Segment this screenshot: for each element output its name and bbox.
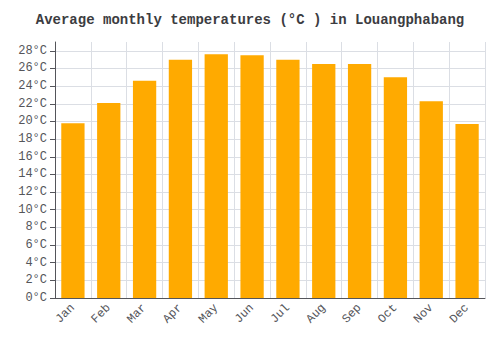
- svg-text:Apr: Apr: [160, 301, 185, 326]
- svg-text:12°C: 12°C: [18, 185, 47, 199]
- svg-text:18°C: 18°C: [18, 132, 47, 146]
- svg-text:14°C: 14°C: [18, 167, 47, 181]
- svg-text:Jul: Jul: [268, 301, 293, 326]
- svg-text:16°C: 16°C: [18, 150, 47, 164]
- svg-text:Aug: Aug: [304, 301, 329, 326]
- svg-text:6°C: 6°C: [25, 238, 47, 252]
- svg-text:2°C: 2°C: [25, 273, 47, 287]
- svg-text:22°C: 22°C: [18, 97, 47, 111]
- svg-text:8°C: 8°C: [25, 220, 47, 234]
- svg-text:Nov: Nov: [411, 301, 436, 326]
- svg-text:Jun: Jun: [232, 301, 257, 326]
- svg-text:10°C: 10°C: [18, 203, 47, 217]
- svg-text:Sep: Sep: [339, 301, 364, 326]
- svg-text:28°C: 28°C: [18, 44, 47, 58]
- svg-text:Average monthly temperatures (: Average monthly temperatures (°C ) in Lo…: [36, 12, 464, 28]
- svg-text:Feb: Feb: [89, 301, 114, 326]
- svg-text:May: May: [196, 301, 221, 326]
- svg-text:26°C: 26°C: [18, 61, 47, 75]
- svg-text:Jan: Jan: [53, 301, 78, 326]
- svg-text:24°C: 24°C: [18, 79, 47, 93]
- svg-text:20°C: 20°C: [18, 114, 47, 128]
- svg-text:Dec: Dec: [447, 301, 472, 326]
- svg-text:Oct: Oct: [375, 301, 400, 326]
- svg-text:Mar: Mar: [124, 301, 149, 326]
- svg-text:4°C: 4°C: [25, 256, 47, 270]
- svg-text:0°C: 0°C: [25, 291, 47, 305]
